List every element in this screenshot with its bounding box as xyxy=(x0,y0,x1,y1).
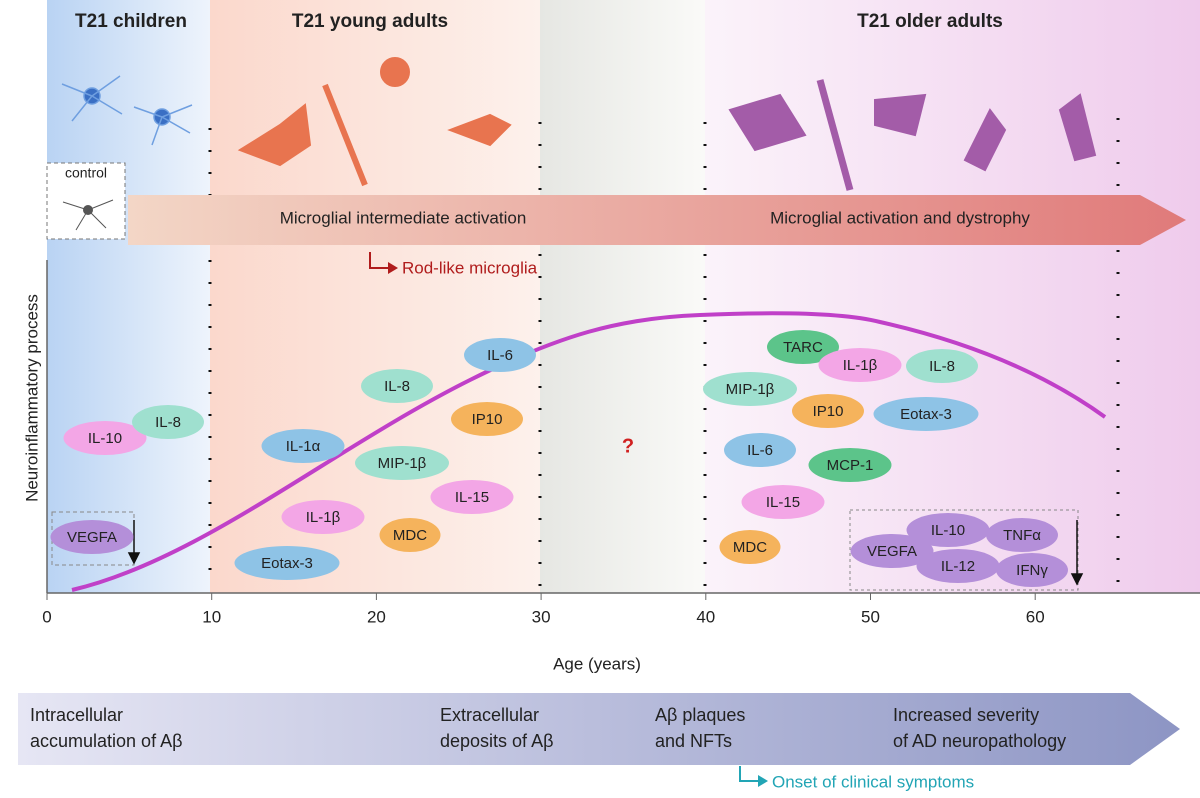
cytokine-label: IL-8 xyxy=(384,378,410,395)
activation-label: Microglial intermediate activation xyxy=(280,208,527,227)
x-tick-label: 10 xyxy=(202,607,221,626)
phase-title: T21 older adults xyxy=(857,11,1003,32)
phase-title: T21 children xyxy=(75,11,187,32)
cytokine-marker xyxy=(850,534,934,568)
cytokine-marker xyxy=(430,480,514,514)
x-axis-label: Age (years) xyxy=(553,654,641,673)
pathology-label: of AD neuropathology xyxy=(893,731,1066,751)
pathology-label: accumulation of Aβ xyxy=(30,731,182,751)
rod-arrow xyxy=(369,252,390,269)
rod-arrowhead xyxy=(388,262,398,274)
pathology-label: Aβ plaques xyxy=(655,705,745,725)
cytokine-label: IP10 xyxy=(472,411,503,428)
question-mark: ? xyxy=(622,435,634,457)
cytokine-marker xyxy=(719,530,781,564)
cytokine-marker xyxy=(261,429,345,463)
cytokine-marker xyxy=(361,369,433,403)
onset-note: Onset of clinical symptoms xyxy=(772,772,974,791)
pathology-label: Extracellular xyxy=(440,705,539,725)
pathology-label: Increased severity xyxy=(893,705,1039,725)
x-tick-label: 40 xyxy=(696,607,715,626)
pathology-label: Intracellular xyxy=(30,705,123,725)
control-label: control xyxy=(65,165,107,181)
cytokine-marker xyxy=(792,394,864,428)
pathology-arrow xyxy=(18,693,1180,765)
background xyxy=(47,0,1200,593)
cytokine-label: IL-10 xyxy=(931,522,965,539)
activation-arrow xyxy=(128,195,1186,245)
pathology-label: deposits of Aβ xyxy=(440,731,553,751)
cytokine-label: TARC xyxy=(783,339,823,356)
phase-title: T21 young adults xyxy=(292,11,448,32)
cytokine-label: TNFα xyxy=(1003,527,1041,544)
microglia-cells xyxy=(61,57,1097,191)
cytokine-label: MIP-1β xyxy=(726,381,775,398)
cytokine-label: IL-1β xyxy=(306,509,341,526)
cytokine-label: IFNγ xyxy=(1016,562,1048,579)
onset-arrowhead xyxy=(758,775,768,787)
onset-arrow xyxy=(739,766,760,782)
cytokine-marker xyxy=(916,549,1000,583)
cytokine-label: IL-6 xyxy=(487,347,513,364)
x-tick-label: 30 xyxy=(532,607,551,626)
cytokine-label: Eotax-3 xyxy=(900,406,952,423)
cytokine-label: IL-8 xyxy=(929,358,955,375)
cytokine-label: IL-6 xyxy=(747,442,773,459)
x-tick-label: 0 xyxy=(42,607,51,626)
cytokine-label: MDC xyxy=(733,539,767,556)
cytokine-label: IP10 xyxy=(813,403,844,420)
cytokine-marker xyxy=(808,448,892,482)
x-tick-label: 20 xyxy=(367,607,386,626)
cytokine-label: Eotax-3 xyxy=(261,555,313,572)
x-tick-label: 60 xyxy=(1026,607,1045,626)
cytokine-marker xyxy=(767,330,839,364)
cytokine-marker xyxy=(50,520,134,554)
cytokine-marker xyxy=(873,397,979,431)
inflammation-curve xyxy=(71,311,1107,592)
cytokine-label: IL-8 xyxy=(155,414,181,431)
cytokine-label: IL-10 xyxy=(88,430,122,447)
rod-note: Rod-like microglia xyxy=(402,258,538,277)
cytokine-marker xyxy=(464,338,536,372)
cytokine-marker xyxy=(741,485,825,519)
cytokine-label: VEGFA xyxy=(67,529,117,546)
cytokine-label: IL-1β xyxy=(843,357,878,374)
x-tick-label: 50 xyxy=(861,607,880,626)
cytokine-marker xyxy=(818,348,902,382)
cytokine-label: VEGFA xyxy=(867,543,917,560)
cytokine-label: IL-15 xyxy=(455,489,489,506)
cytokine-label: MCP-1 xyxy=(827,457,874,474)
cytokine-marker xyxy=(986,518,1058,552)
cytokine-marker xyxy=(281,500,365,534)
cytokine-marker xyxy=(451,402,523,436)
cytokine-marker xyxy=(234,546,340,580)
decrease-box xyxy=(849,509,1079,591)
control-box: control xyxy=(46,162,126,240)
cytokine-marker xyxy=(355,446,449,480)
cytokine-marker xyxy=(906,513,990,547)
cytokine-label: IL-1α xyxy=(286,438,321,455)
cytokine-marker xyxy=(703,372,797,406)
cytokine-label: MIP-1β xyxy=(378,455,427,472)
cytokine-marker xyxy=(63,421,147,455)
cytokine-marker xyxy=(724,433,796,467)
activation-label: Microglial activation and dystrophy xyxy=(770,208,1030,227)
cytokine-marker xyxy=(132,405,204,439)
cytokine-label: IL-12 xyxy=(941,558,975,575)
y-axis-label: Neuroinflammatory process xyxy=(22,294,41,502)
decrease-arrows xyxy=(127,520,1084,586)
cytokine-marker xyxy=(906,349,978,383)
cytokine-label: MDC xyxy=(393,527,427,544)
cytokine-label: IL-15 xyxy=(766,494,800,511)
cytokine-marker xyxy=(996,553,1068,587)
pathology-label: and NFTs xyxy=(655,731,732,751)
cytokine-marker xyxy=(379,518,441,552)
